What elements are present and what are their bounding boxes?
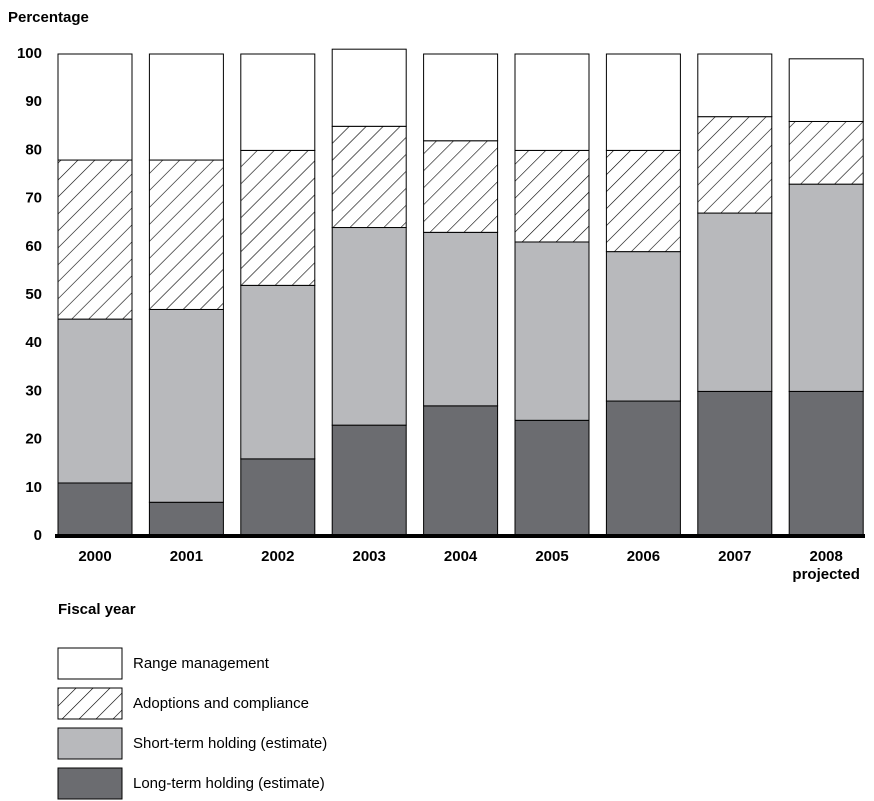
y-tick-label: 40 bbox=[25, 334, 42, 351]
legend-label: Adoptions and compliance bbox=[133, 695, 309, 712]
bar-segment bbox=[57, 53, 133, 161]
legend-label: Long-term holding (estimate) bbox=[133, 775, 325, 792]
y-tick-label: 90 bbox=[25, 93, 42, 110]
bar-segment bbox=[605, 149, 681, 253]
bar-segment bbox=[514, 241, 590, 421]
bar-segment bbox=[148, 53, 224, 161]
bar-segment bbox=[423, 140, 499, 233]
bar-segment bbox=[697, 53, 773, 118]
bar-segment bbox=[423, 53, 499, 142]
bar-segment bbox=[240, 284, 316, 460]
bar-segment bbox=[331, 125, 407, 229]
y-tick-label: 70 bbox=[25, 190, 42, 207]
x-tick-label: 2007 bbox=[718, 548, 752, 565]
bar-segment bbox=[788, 120, 864, 185]
legend-swatch bbox=[57, 687, 123, 720]
bar-segment bbox=[148, 308, 224, 503]
legend-label: Range management bbox=[133, 655, 270, 672]
bar-segment bbox=[788, 58, 864, 122]
bar-segment bbox=[57, 482, 133, 537]
legend-label: Short-term holding (estimate) bbox=[133, 735, 327, 752]
bar-segment bbox=[788, 183, 864, 392]
x-tick-label: 2002 bbox=[261, 548, 295, 565]
bar-segment bbox=[57, 159, 133, 320]
x-tick-label: 2000 bbox=[78, 548, 112, 565]
x-tick-label: 2001 bbox=[169, 548, 204, 565]
legend-swatch bbox=[57, 647, 123, 680]
bar-segment bbox=[514, 149, 590, 243]
y-tick-label: 0 bbox=[34, 527, 42, 544]
bar-segment bbox=[605, 53, 681, 151]
bar-segment bbox=[697, 390, 773, 537]
bar-segment bbox=[514, 53, 590, 151]
bar-segment bbox=[788, 390, 864, 537]
bar-segment bbox=[57, 318, 133, 484]
bar-segment bbox=[423, 405, 499, 537]
x-tick-label: 2008 projected bbox=[792, 548, 860, 583]
bar-segment bbox=[605, 400, 681, 537]
x-tick-label: 2005 bbox=[535, 548, 569, 565]
y-tick-label: 10 bbox=[25, 479, 42, 496]
bar-segment bbox=[697, 116, 773, 214]
y-axis-label: Percentage bbox=[8, 9, 89, 26]
bar-segment bbox=[331, 48, 407, 127]
y-tick-label: 50 bbox=[25, 286, 42, 303]
bar-segment bbox=[605, 251, 681, 402]
bar-segment bbox=[148, 159, 224, 310]
y-tick-label: 100 bbox=[17, 45, 42, 62]
bar-segment bbox=[331, 227, 407, 426]
x-tick-label: 2006 bbox=[626, 548, 661, 565]
y-tick-label: 30 bbox=[25, 382, 42, 399]
bar-segment bbox=[240, 53, 316, 151]
bar-segment bbox=[514, 419, 590, 537]
x-tick-label: 2004 bbox=[443, 548, 478, 565]
x-axis-label: Fiscal year bbox=[58, 601, 136, 618]
bar-segment bbox=[697, 212, 773, 392]
bar-segment bbox=[423, 231, 499, 407]
y-tick-label: 60 bbox=[25, 238, 42, 255]
bar-segment bbox=[148, 501, 224, 537]
bar-segment bbox=[240, 149, 316, 286]
legend-swatch bbox=[57, 727, 123, 760]
y-tick-label: 80 bbox=[25, 141, 42, 158]
bar-segment bbox=[240, 458, 316, 537]
legend-swatch bbox=[57, 767, 123, 800]
y-tick-label: 20 bbox=[25, 431, 42, 448]
bar-segment bbox=[331, 424, 407, 537]
x-tick-label: 2003 bbox=[352, 548, 386, 565]
